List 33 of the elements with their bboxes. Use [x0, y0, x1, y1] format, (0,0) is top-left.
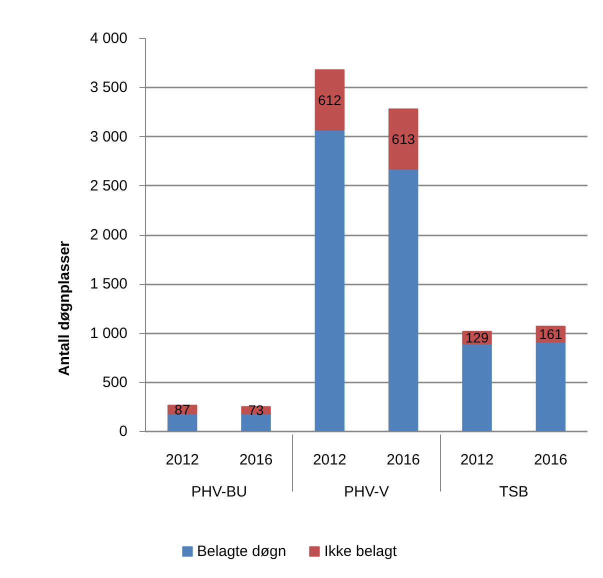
data-label: 73	[248, 402, 264, 418]
data-label: 129	[465, 330, 489, 346]
legend-label: Ikke belagt	[324, 542, 397, 560]
data-label: 613	[392, 131, 416, 148]
y-tick-label: 1 500	[90, 276, 128, 293]
y-tick-label: 3 500	[90, 79, 128, 96]
data-label: 612	[318, 92, 342, 108]
y-tick-label: 3 000	[90, 128, 128, 146]
x-tick-label: 2012	[460, 452, 494, 468]
x-tick-label: 2016	[239, 452, 273, 468]
legend-label: Belagte døgn	[197, 542, 286, 560]
text: PHV-BU	[191, 484, 248, 500]
text: TSB	[499, 484, 528, 500]
bar	[388, 168, 418, 432]
y-tick-label: 1 000	[90, 324, 128, 342]
x-tick-label: 2012	[166, 452, 200, 468]
bar	[314, 129, 345, 432]
bar	[462, 344, 492, 432]
data-label: 161	[538, 326, 563, 342]
x-tick-label: 2016	[534, 452, 568, 468]
text: PHV-V	[344, 484, 390, 500]
y-axis-title: Antall døgnplasser	[56, 240, 73, 376]
y-tick-label: 2 500	[90, 177, 128, 194]
data-label: 87	[174, 402, 190, 418]
y-tick-label: 4 000	[90, 30, 128, 47]
bar	[536, 342, 566, 432]
x-tick-label: 2012	[312, 452, 346, 468]
bar	[388, 108, 418, 170]
y-tick-label: 500	[102, 374, 128, 391]
y-tick-label: 2 000	[90, 226, 128, 244]
y-tick-label: 0	[119, 423, 128, 440]
bar	[314, 69, 345, 130]
x-tick-label: 2016	[386, 452, 420, 468]
